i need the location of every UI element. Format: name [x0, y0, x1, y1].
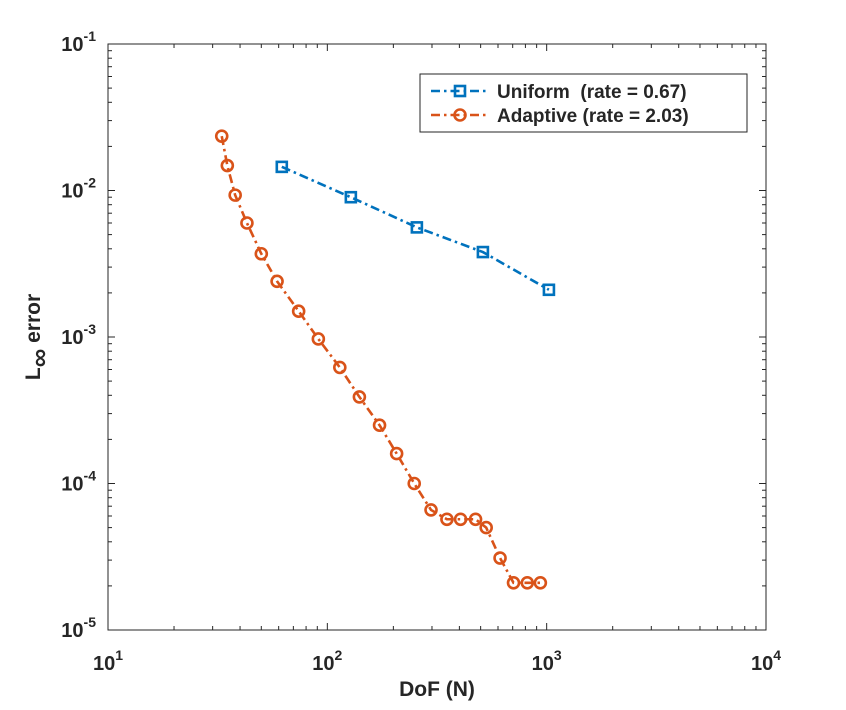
data-point-uniform — [476, 245, 490, 259]
data-point-uniform — [344, 190, 358, 204]
data-point-adaptive — [333, 360, 347, 375]
data-point-adaptive — [254, 246, 269, 261]
data-point-uniform — [275, 160, 289, 174]
data-point-adaptive — [352, 390, 367, 404]
svg-text:L∞ error: L∞ error — [22, 294, 54, 380]
data-point-adaptive — [240, 216, 254, 230]
y-tick-label: 10-5 — [61, 614, 96, 642]
series-adaptive — [214, 129, 548, 590]
y-axis-label: L∞ error — [22, 294, 54, 380]
legend-entry-uniform: Uniform (rate = 0.67) — [431, 82, 687, 103]
data-point-adaptive — [493, 551, 507, 565]
axis-ticks — [107, 44, 766, 631]
y-label-base: L — [22, 367, 45, 380]
data-point-adaptive — [479, 520, 493, 535]
data-point-adaptive — [372, 418, 387, 433]
legend-marker-adaptive — [453, 108, 467, 122]
data-point-adaptive — [520, 575, 535, 590]
series-line-adaptive — [220, 135, 541, 585]
x-tick-label: 102 — [312, 647, 342, 675]
x-tick-label: 101 — [93, 647, 123, 675]
series-layer — [214, 129, 556, 590]
y-tick-label: 10-4 — [61, 468, 96, 496]
y-tick-label: 10-3 — [61, 321, 96, 349]
legend-marker-uniform — [453, 84, 467, 98]
x-tick-label: 104 — [751, 647, 781, 675]
data-point-adaptive — [311, 332, 326, 346]
data-point-adaptive — [506, 575, 521, 590]
plot-area — [107, 43, 767, 631]
data-point-adaptive — [533, 575, 548, 590]
data-point-adaptive — [389, 446, 404, 461]
legend-entry-adaptive: Adaptive (rate = 2.03) — [431, 106, 689, 127]
y-tick-labels: 10-5 10-4 10-3 10-2 10-1 — [61, 28, 96, 642]
legend-box — [419, 73, 748, 133]
data-point-adaptive — [407, 476, 422, 491]
x-tick-labels: 101 102 103 104 — [93, 647, 781, 675]
data-point-adaptive — [453, 512, 468, 527]
data-point-adaptive — [228, 188, 242, 202]
y-label-suffix: error — [22, 294, 45, 343]
data-point-uniform — [542, 283, 556, 297]
x-axis-label: DoF (N) — [399, 678, 475, 701]
series-uniform — [275, 160, 556, 297]
y-tick-label: 10-1 — [61, 28, 96, 56]
data-point-adaptive — [440, 512, 454, 527]
data-point-uniform — [410, 221, 424, 234]
legend: Uniform (rate = 0.67) Adaptive (rate = 2.… — [419, 73, 748, 133]
data-point-adaptive — [214, 129, 229, 143]
data-point-adaptive — [291, 304, 306, 319]
data-point-adaptive — [468, 512, 483, 527]
legend-label-uniform: Uniform (rate = 0.67) — [497, 82, 687, 103]
data-point-adaptive — [270, 274, 284, 289]
data-point-adaptive — [220, 158, 235, 173]
data-point-adaptive — [424, 503, 438, 517]
y-label-subscript: ∞ — [24, 349, 54, 368]
y-tick-label: 10-2 — [61, 175, 96, 203]
legend-label-adaptive: Adaptive (rate = 2.03) — [497, 106, 689, 127]
x-tick-label: 103 — [532, 647, 562, 675]
